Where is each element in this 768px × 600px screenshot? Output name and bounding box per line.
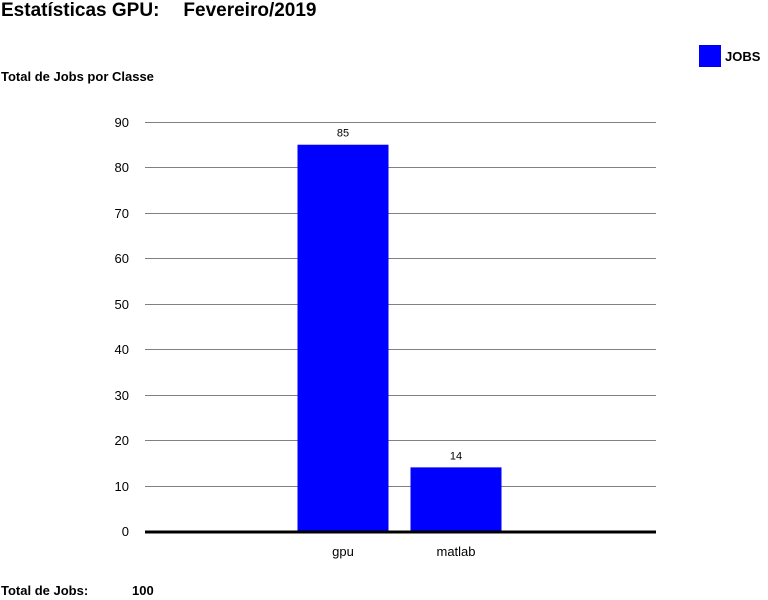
legend-label: JOBS (725, 48, 761, 64)
chart-title: Total de Jobs por Classe (1, 69, 154, 84)
y-tick-label: 30 (115, 388, 129, 403)
x-tick-label: gpu (332, 544, 354, 559)
y-tick-label: 20 (115, 433, 129, 448)
y-tick-label: 50 (115, 297, 129, 312)
x-tick-label: matlab (436, 544, 475, 559)
title-text: Estatísticas GPU: (1, 0, 160, 21)
legend-swatch (699, 45, 721, 67)
data-label: 14 (450, 450, 462, 462)
data-label: 85 (337, 128, 349, 140)
y-tick-label: 80 (115, 160, 129, 175)
page-title: Estatísticas GPU: Fevereiro/2019 (1, 0, 317, 22)
total-jobs: Total de Jobs: 100 (1, 583, 154, 598)
legend: JOBS (699, 45, 760, 67)
bar-gpu (297, 144, 389, 531)
y-tick-label: 40 (115, 342, 129, 357)
bar-matlab (410, 467, 502, 531)
y-tick-label: 90 (115, 115, 129, 130)
y-tick-label: 0 (122, 524, 129, 539)
y-tick-label: 70 (115, 206, 129, 221)
y-tick-label: 10 (115, 479, 129, 494)
total-jobs-value: 100 (132, 583, 154, 598)
y-tick-label: 60 (115, 251, 129, 266)
title-month: Fevereiro/2019 (183, 0, 317, 21)
total-jobs-label: Total de Jobs: (1, 583, 89, 598)
